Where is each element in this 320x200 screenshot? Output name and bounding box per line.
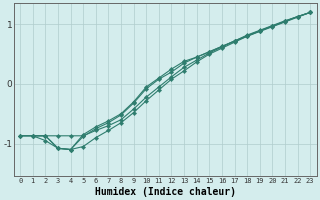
X-axis label: Humidex (Indice chaleur): Humidex (Indice chaleur) [95,186,236,197]
